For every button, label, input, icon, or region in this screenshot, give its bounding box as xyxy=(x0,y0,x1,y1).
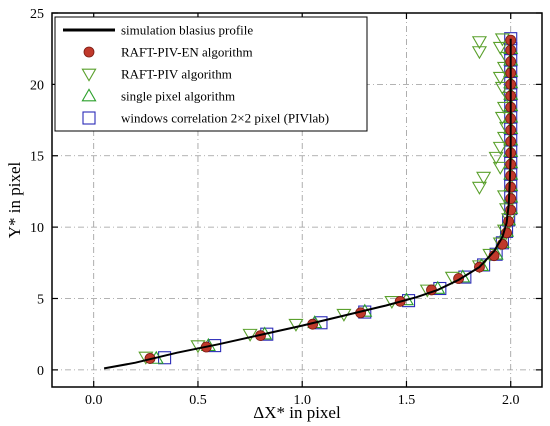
legend-entry-label: single pixel algorithm xyxy=(121,89,235,104)
y-tick-label: 5 xyxy=(37,292,44,307)
y-tick-label: 20 xyxy=(30,78,44,93)
x-tick-label: 0.0 xyxy=(85,393,103,408)
raft-piv-point xyxy=(492,161,508,175)
axis-ticks: 0.0 0.5 1.0 1.5 2.0 0 5 10 15 20 25 xyxy=(30,7,542,408)
x-tick-label: 1.0 xyxy=(293,393,311,408)
x-tick-label: 1.5 xyxy=(398,393,416,408)
raft-piv-point xyxy=(471,36,488,50)
x-axis-title: ΔX* in pixel xyxy=(253,403,341,422)
raft-piv-point xyxy=(492,71,508,85)
raft-piv-point xyxy=(496,61,513,75)
y-tick-label: 10 xyxy=(30,221,44,236)
y-axis-title: Y* in pixel xyxy=(5,161,24,238)
legend-entry-label: RAFT-PIV algorithm xyxy=(121,67,232,82)
raft-piv-point xyxy=(494,81,510,95)
raft-piv-en-point xyxy=(505,193,517,204)
legend: simulation blasius profile RAFT-PIV-EN al… xyxy=(54,16,368,132)
legend-entry-label: RAFT-PIV-EN algorithm xyxy=(121,45,253,60)
raft-piv-en-point xyxy=(505,181,517,193)
y-tick-label: 0 xyxy=(37,364,44,379)
legend-entry-label: simulation blasius profile xyxy=(121,23,253,38)
raft-piv-point xyxy=(288,318,304,332)
x-tick-label: 0.5 xyxy=(189,393,207,408)
raft-piv-point xyxy=(476,171,492,185)
legend-raft-piv-en-swatch xyxy=(83,46,95,58)
y-tick-label: 25 xyxy=(30,7,44,22)
legend-box xyxy=(54,16,368,132)
plot-area xyxy=(103,32,519,370)
raft-piv-point xyxy=(471,181,488,195)
raft-piv-point xyxy=(488,151,504,165)
legend-raft-piv-swatch xyxy=(81,68,97,82)
plot-frame xyxy=(51,12,543,388)
raft-piv-point xyxy=(471,46,488,60)
legend-single-pixel-swatch xyxy=(81,88,97,102)
y-tick-label: 15 xyxy=(30,150,44,165)
raft-piv-point xyxy=(492,141,508,155)
legend-entry-label: windows correlation 2×2 pixel (PIVlab) xyxy=(121,111,329,126)
raft-piv-point xyxy=(242,328,258,342)
blasius-profile-line xyxy=(103,38,512,370)
legend-windows-correlation-swatch xyxy=(82,111,96,125)
x-tick-label: 2.0 xyxy=(502,393,520,408)
